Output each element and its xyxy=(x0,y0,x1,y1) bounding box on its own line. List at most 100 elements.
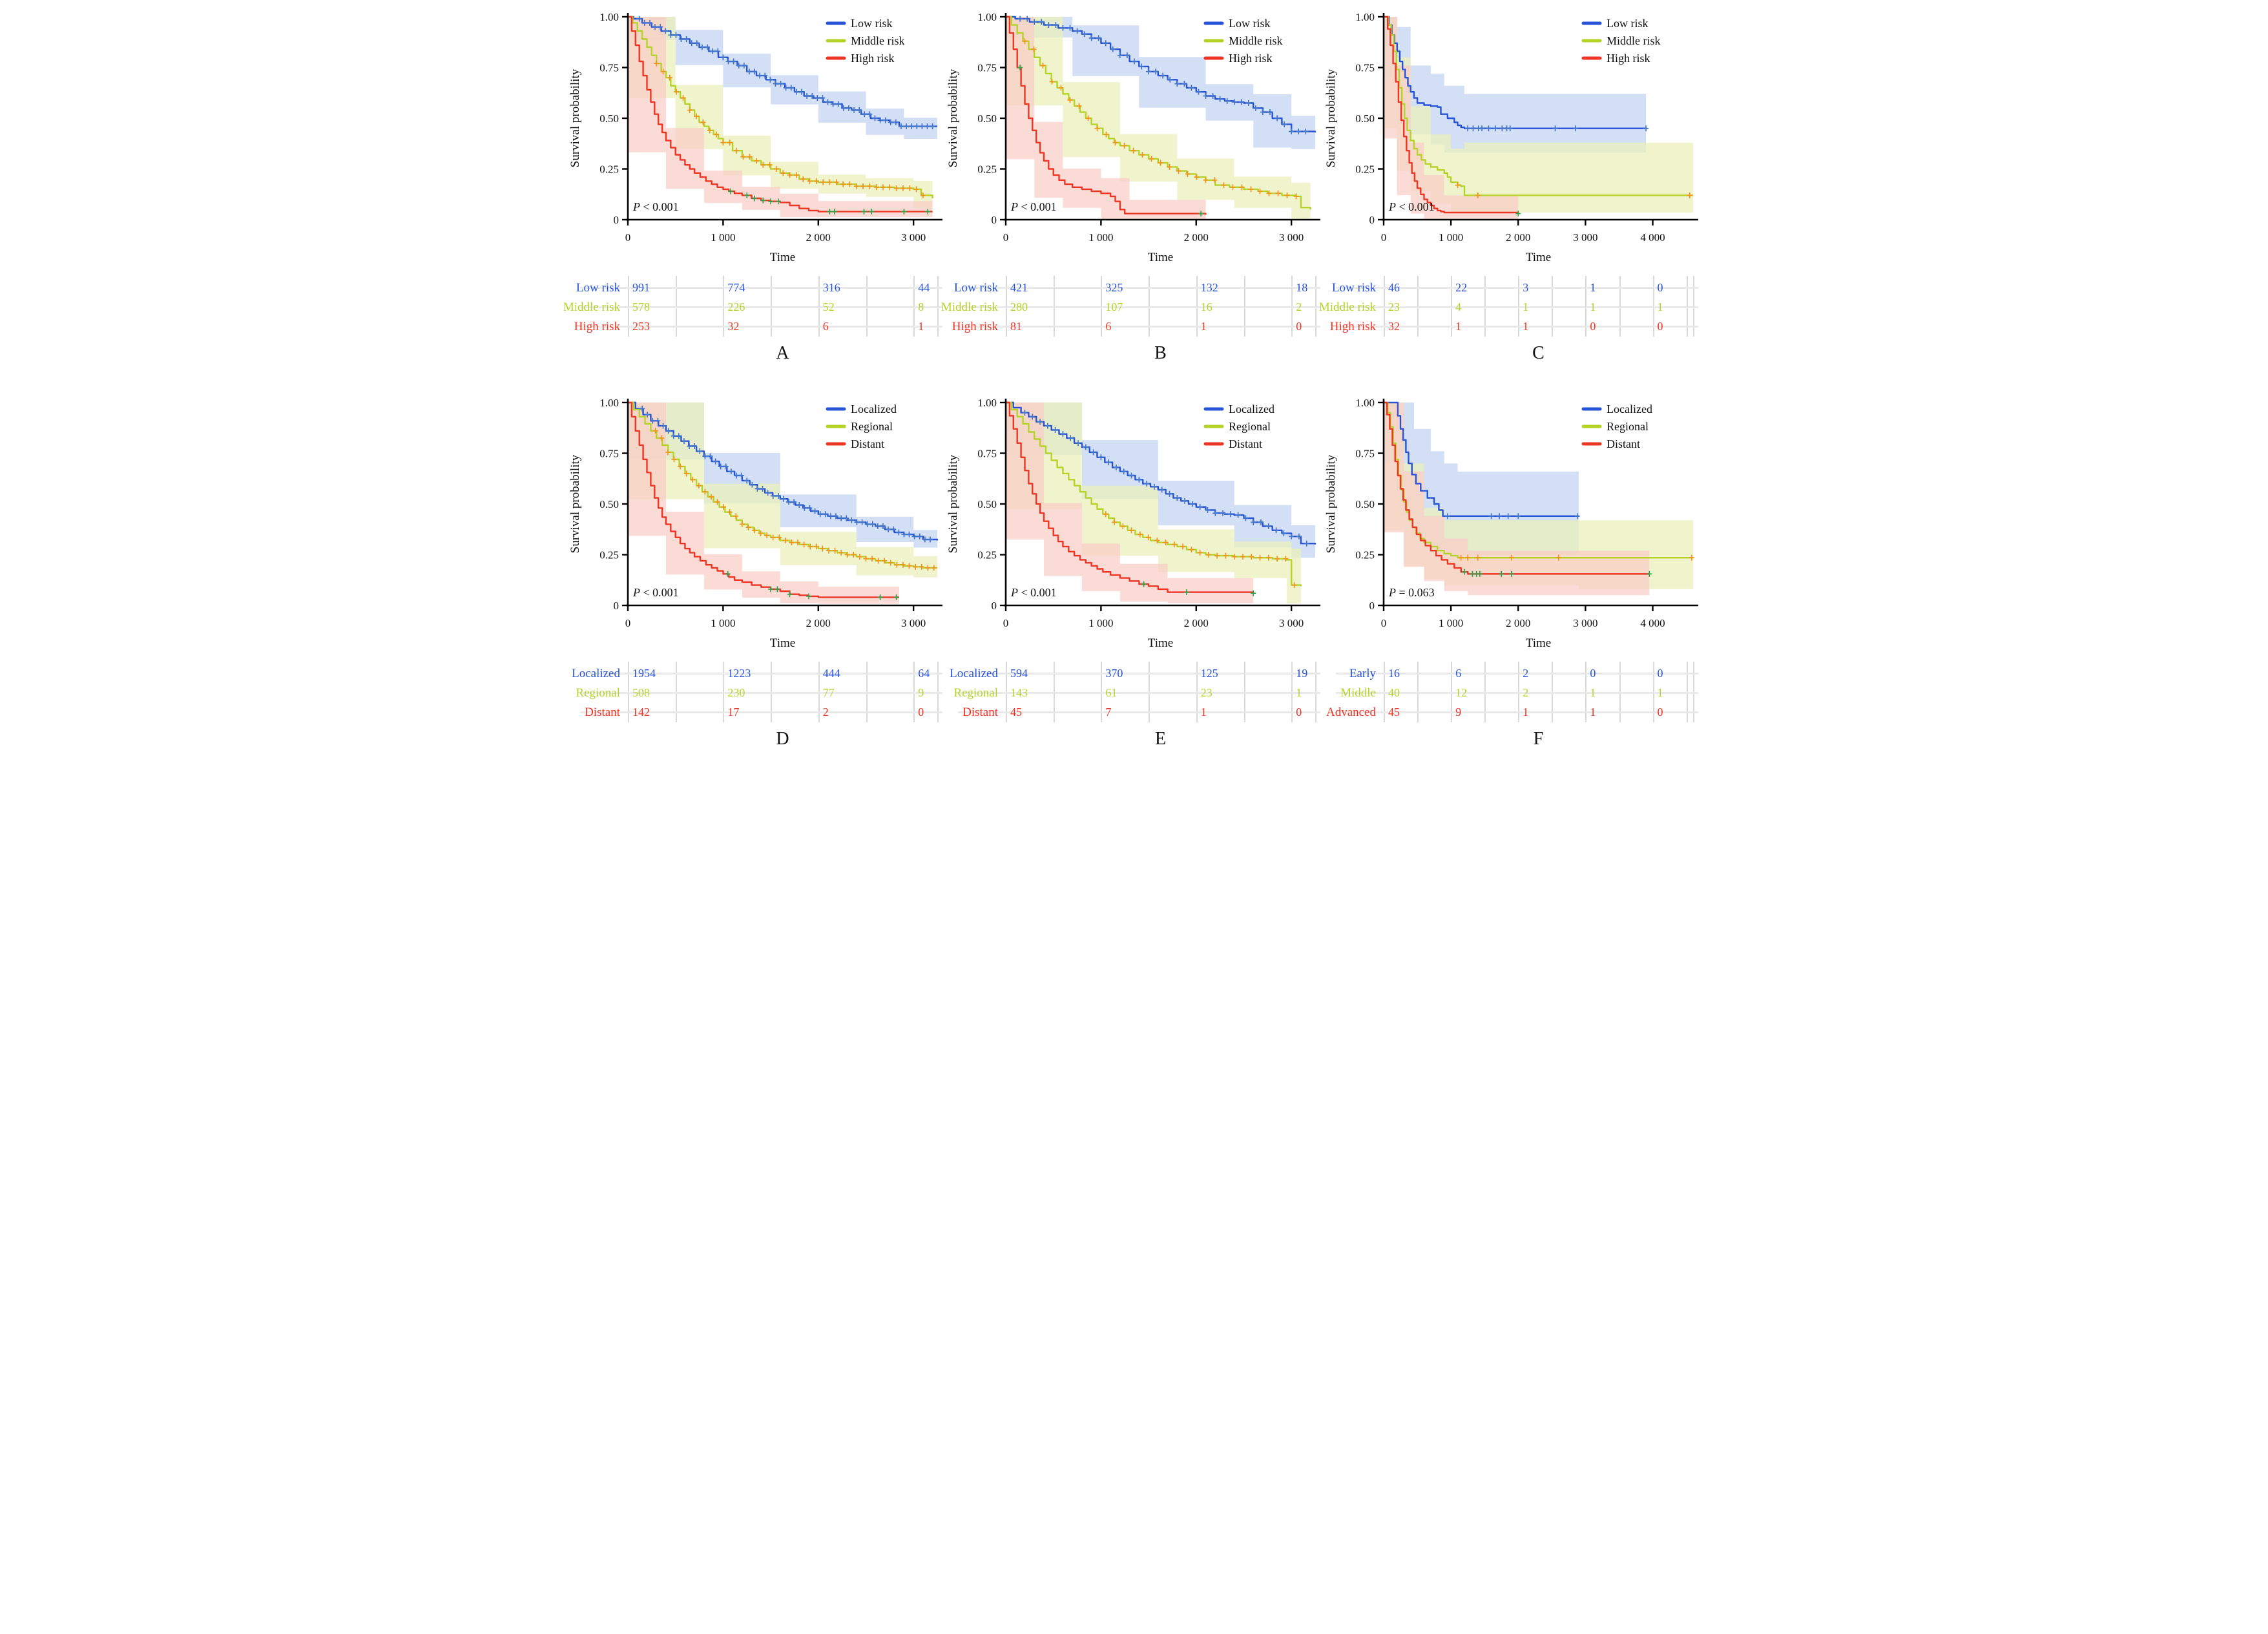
axes: 0 0.25 0.50 0.75 1.00 0 1 000 2 000 3 000 xyxy=(599,11,942,244)
risk-table-row: Middle risk 23 4 1 1 1 xyxy=(1319,298,1701,317)
risk-table-row: High risk 32 1 1 0 0 xyxy=(1323,317,1701,336)
risk-row-label: Regional xyxy=(953,686,998,700)
risk-count: 1 xyxy=(918,320,924,333)
x-axis-title: Time xyxy=(1148,251,1173,264)
risk-row-label: Localized xyxy=(572,667,620,680)
risk-count: 32 xyxy=(1388,320,1400,333)
risk-row-label: Middle xyxy=(1340,686,1376,700)
y-tick-label: 1.00 xyxy=(977,11,997,23)
risk-count: 44 xyxy=(918,281,930,294)
panel-B: 0 0.25 0.50 0.75 1.00 0 1 000 2 000 3 000 Surviva… xyxy=(941,4,1323,373)
risk-row-label: Middle risk xyxy=(563,300,620,314)
risk-row-line xyxy=(1336,306,1698,308)
panel-letter-wrap: D xyxy=(567,729,945,759)
legend-label-high-risk: High risk xyxy=(851,52,895,65)
risk-count: 7 xyxy=(1105,706,1112,718)
legend-label-low-risk: Low risk xyxy=(1229,17,1271,30)
risk-row-line xyxy=(958,711,1320,713)
km-survival-figure: 0 0.25 0.50 0.75 1.00 0 1 000 2 000 3 000 Surviva… xyxy=(563,0,1701,768)
legend-label-middle-risk: Middle risk xyxy=(1607,34,1661,47)
y-tick-label: 0.50 xyxy=(977,112,997,125)
risk-count: 1 xyxy=(1200,320,1207,333)
risk-row-line xyxy=(1336,287,1698,289)
panel-A: 0 0.25 0.50 0.75 1.00 0 1 000 2 000 3 000 Surviva… xyxy=(563,4,945,373)
y-axis-title: Survival probability xyxy=(1324,454,1338,553)
risk-table-E: Localized 594 370 125 19 Regional 143 61 23 1 Dist… xyxy=(945,662,1323,722)
curve-regional xyxy=(1384,401,1693,559)
risk-table-row: Early 16 6 2 0 0 xyxy=(1323,664,1701,683)
y-tick-label: 1.00 xyxy=(1355,397,1375,409)
x-tick-label: 4 000 xyxy=(1640,231,1665,244)
risk-row-label: Low risk xyxy=(1331,281,1376,295)
y-tick-label: 0.25 xyxy=(1355,163,1375,176)
risk-table-row: Regional 508 230 77 9 xyxy=(567,684,945,702)
risk-count: 2 xyxy=(822,706,829,718)
panel-D: 0 0.25 0.50 0.75 1.00 0 1 000 2 000 3 000 Surviva… xyxy=(567,390,945,759)
p-value: P = 0.063 xyxy=(1388,586,1435,599)
risk-table-row: Middle risk 280 107 16 2 xyxy=(941,298,1323,317)
x-tick-label: 0 xyxy=(1381,231,1387,244)
risk-table-B: Low risk 421 325 132 18 Middle risk 280 107 16 2 H… xyxy=(941,276,1323,337)
risk-count: 421 xyxy=(1010,281,1028,294)
y-tick-label: 0.75 xyxy=(599,62,619,74)
panel-letter-E: E xyxy=(1154,729,1167,749)
legend: Low risk Middle risk High risk xyxy=(1581,17,1661,65)
ci-band-distant xyxy=(1006,403,1254,603)
risk-row-label: Low risk xyxy=(576,281,620,295)
risk-count: 0 xyxy=(1657,706,1663,718)
km-chart-A: 0 0.25 0.50 0.75 1.00 0 1 000 2 000 3 000 Surviva… xyxy=(568,11,942,264)
ci-band-low-risk xyxy=(1006,17,1315,149)
risk-count: 0 xyxy=(1296,320,1302,333)
legend-label-regional: Regional xyxy=(1229,420,1271,433)
y-tick-label: 0.25 xyxy=(599,163,619,176)
ci-band-regional xyxy=(628,403,937,578)
risk-table-row: Localized 1954 1223 444 64 xyxy=(567,664,945,683)
risk-count: 0 xyxy=(1296,706,1302,718)
p-value: P < 0.001 xyxy=(632,586,679,599)
risk-count: 0 xyxy=(918,706,924,718)
y-tick-label: 0.50 xyxy=(1355,112,1375,125)
risk-count: 1 xyxy=(1523,706,1529,718)
y-tick-label: 0 xyxy=(1369,214,1375,226)
x-tick-label: 0 xyxy=(1381,617,1387,629)
legend-label-high-risk: High risk xyxy=(1229,52,1273,65)
x-tick-label: 3 000 xyxy=(901,231,926,244)
y-axis-title: Survival probability xyxy=(1324,68,1338,167)
panel-letter-A: A xyxy=(776,343,789,363)
curve-low-risk xyxy=(1384,16,1647,129)
ci-bands xyxy=(1006,403,1315,603)
ci-bands xyxy=(1006,17,1315,220)
x-tick-label: 1 000 xyxy=(1439,617,1463,629)
y-axis-title: Survival probability xyxy=(568,68,582,167)
axes: 0 0.25 0.50 0.75 1.00 0 1 000 2 000 3 000 xyxy=(599,397,942,629)
risk-table-F: Early 16 6 2 0 0 Middle 40 12 2 1 1 Advanced 45 9 1 1 0 xyxy=(1323,662,1701,722)
x-tick-label: 3 000 xyxy=(1573,231,1597,244)
ci-band-middle-risk xyxy=(1384,17,1693,213)
panel-letter-F: F xyxy=(1533,729,1544,749)
risk-row-line xyxy=(958,692,1320,694)
p-value: P < 0.001 xyxy=(1388,200,1435,213)
risk-count: 1 xyxy=(1590,686,1596,699)
legend: Localized Regional Distant xyxy=(1581,403,1652,450)
km-chart-C: 0 0.25 0.50 0.75 1.00 0 1 000 2 000 3 000 4 000 Su… xyxy=(1324,11,1698,264)
legend-label-regional: Regional xyxy=(1607,420,1649,433)
risk-count: 0 xyxy=(1590,667,1596,680)
y-tick-label: 1.00 xyxy=(1355,11,1375,23)
x-tick-label: 2 000 xyxy=(806,231,831,244)
legend-label-high-risk: High risk xyxy=(1607,52,1650,65)
curve-high-risk xyxy=(1384,16,1519,214)
risk-count: 16 xyxy=(1200,300,1212,313)
axes: 0 0.25 0.50 0.75 1.00 0 1 000 2 000 3 000 xyxy=(977,397,1320,629)
risk-table-A: Low risk 991 774 316 44 Middle risk 578 226 52 8 H… xyxy=(563,276,945,337)
x-tick-label: 2 000 xyxy=(1506,231,1530,244)
risk-count: 9 xyxy=(1455,706,1462,718)
risk-count: 77 xyxy=(822,686,835,699)
y-tick-label: 0.25 xyxy=(977,549,997,561)
risk-count: 142 xyxy=(632,706,650,718)
x-tick-label: 0 xyxy=(625,617,631,629)
panel-F: 0 0.25 0.50 0.75 1.00 0 1 000 2 000 3 000 4 000 Su… xyxy=(1323,390,1701,759)
censor-marks xyxy=(1017,16,1309,217)
risk-count: 0 xyxy=(1590,320,1596,333)
risk-count: 230 xyxy=(727,686,745,699)
x-tick-label: 0 xyxy=(1003,231,1009,244)
